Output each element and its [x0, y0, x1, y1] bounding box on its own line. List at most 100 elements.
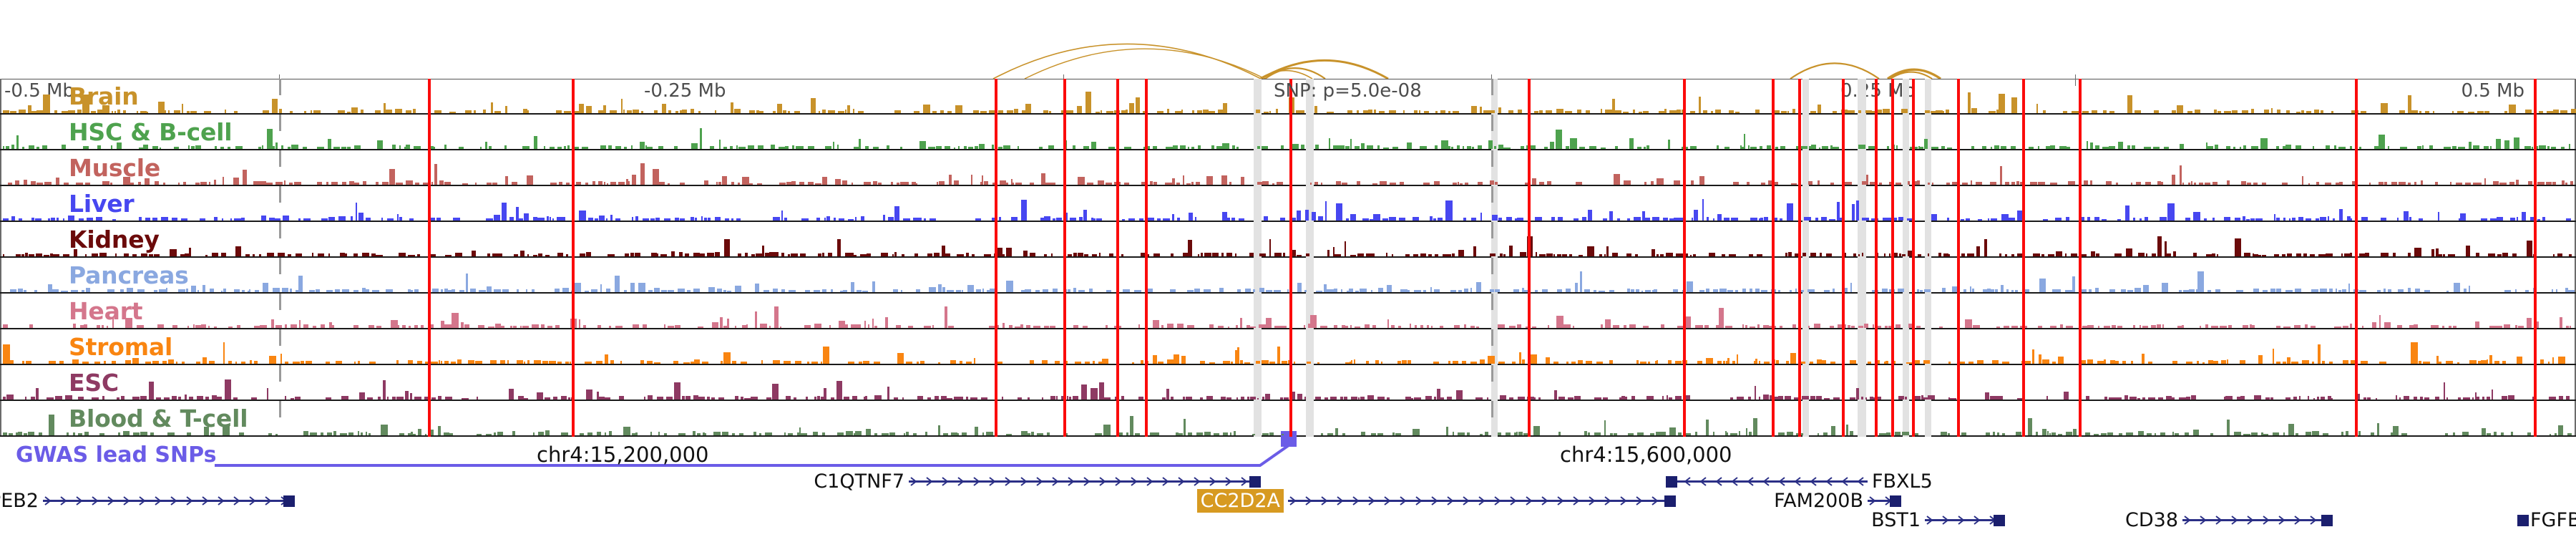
gwas-snp-marker[interactable] — [1957, 294, 1960, 329]
gwas-snp-marker[interactable] — [1912, 186, 1915, 222]
gwas-snp-marker[interactable] — [1116, 294, 1119, 329]
gwas-snp-marker[interactable] — [1798, 150, 1801, 186]
gwas-snp-marker[interactable] — [1116, 222, 1119, 258]
gwas-snp-marker[interactable] — [1798, 222, 1801, 258]
gwas-snp-marker[interactable] — [1145, 150, 1148, 186]
gwas-snp-marker[interactable] — [428, 79, 431, 115]
gwas-snp-marker[interactable] — [1875, 365, 1878, 401]
gwas-snp-marker[interactable] — [1798, 365, 1801, 401]
gwas-snp-marker[interactable] — [1875, 401, 1878, 437]
gwas-snp-marker[interactable] — [1842, 294, 1845, 329]
gwas-snp-marker[interactable] — [1912, 329, 1915, 365]
gwas-snp-marker[interactable] — [1116, 365, 1119, 401]
gwas-snp-marker[interactable] — [1772, 79, 1775, 115]
gwas-snp-marker[interactable] — [1063, 329, 1066, 365]
signal-track-hsc-b-cell[interactable]: HSC & B-cell — [0, 115, 2576, 150]
gene-label[interactable]: BST1 — [1871, 509, 1921, 531]
gwas-snp-marker[interactable] — [995, 401, 997, 437]
gwas-snp-marker[interactable] — [2022, 294, 2025, 329]
gwas-snp-marker[interactable] — [2355, 401, 2358, 437]
gwas-snp-marker[interactable] — [428, 329, 431, 365]
gwas-snp-marker[interactable] — [1145, 222, 1148, 258]
gwas-snp-marker[interactable] — [1891, 401, 1894, 437]
gwas-snp-marker[interactable] — [995, 365, 997, 401]
gwas-snp-marker[interactable] — [1289, 222, 1292, 258]
gwas-snp-marker[interactable] — [2534, 222, 2537, 258]
gwas-snp-marker[interactable] — [572, 79, 575, 115]
gwas-snp-marker[interactable] — [1912, 294, 1915, 329]
gwas-snp-marker[interactable] — [1145, 365, 1148, 401]
gwas-snp-marker[interactable] — [995, 222, 997, 258]
gwas-snp-marker[interactable] — [995, 115, 997, 150]
gwas-snp-marker[interactable] — [1772, 258, 1775, 294]
gwas-snp-marker[interactable] — [1772, 294, 1775, 329]
gene-label[interactable]: FGFBP — [2530, 509, 2576, 531]
gwas-snp-marker[interactable] — [1528, 150, 1531, 186]
gwas-snp-marker[interactable] — [1842, 329, 1845, 365]
gwas-snp-marker[interactable] — [1912, 222, 1915, 258]
gwas-snp-marker[interactable] — [1683, 365, 1686, 401]
gwas-snp-marker[interactable] — [1842, 186, 1845, 222]
gwas-snp-marker[interactable] — [1528, 365, 1531, 401]
gwas-snp-marker[interactable] — [2022, 401, 2025, 437]
gwas-snp-marker[interactable] — [1289, 79, 1292, 115]
gwas-snp-marker[interactable] — [2534, 115, 2537, 150]
gwas-snp-marker[interactable] — [1772, 401, 1775, 437]
signal-track-stromal[interactable]: Stromal — [0, 329, 2576, 365]
gwas-snp-marker[interactable] — [1683, 150, 1686, 186]
gwas-snp-marker[interactable] — [1683, 294, 1686, 329]
gwas-snp-marker[interactable] — [1683, 186, 1686, 222]
gwas-snp-marker[interactable] — [428, 401, 431, 437]
gwas-snp-marker[interactable] — [2079, 222, 2082, 258]
gwas-snp-marker[interactable] — [1289, 258, 1292, 294]
signal-track-muscle[interactable]: Muscle — [0, 150, 2576, 186]
gwas-snp-marker[interactable] — [2534, 365, 2537, 401]
gwas-snp-marker[interactable] — [1528, 186, 1531, 222]
gwas-snp-marker[interactable] — [995, 258, 997, 294]
gwas-snp-marker[interactable] — [1116, 79, 1119, 115]
gwas-snp-marker[interactable] — [1116, 150, 1119, 186]
gwas-snp-marker[interactable] — [2355, 222, 2358, 258]
gene-label[interactable]: C1QTNF7 — [814, 470, 904, 493]
gwas-snp-marker[interactable] — [1891, 115, 1894, 150]
gwas-snp-marker[interactable] — [2079, 115, 2082, 150]
gwas-snp-marker[interactable] — [1683, 401, 1686, 437]
gwas-snp-marker[interactable] — [1116, 401, 1119, 437]
gwas-snp-marker[interactable] — [1289, 365, 1292, 401]
gwas-snp-marker[interactable] — [1798, 115, 1801, 150]
gwas-snp-marker[interactable] — [572, 401, 575, 437]
gwas-snp-marker[interactable] — [995, 329, 997, 365]
gwas-snp-marker[interactable] — [1875, 150, 1878, 186]
gwas-snp-marker[interactable] — [2355, 258, 2358, 294]
gwas-snp-marker[interactable] — [1891, 222, 1894, 258]
gene-cpeb2[interactable]: CPEB2 — [0, 490, 295, 512]
gwas-snp-marker[interactable] — [2079, 150, 2082, 186]
gene-cc2d2a[interactable]: CC2D2A — [1196, 489, 1676, 513]
gwas-snp-marker[interactable] — [1875, 115, 1878, 150]
gwas-snp-marker[interactable] — [1528, 222, 1531, 258]
gwas-snp-marker[interactable] — [1891, 258, 1894, 294]
gwas-snp-marker[interactable] — [1289, 329, 1292, 365]
signal-track-liver[interactable]: Liver — [0, 186, 2576, 222]
gwas-snp-marker[interactable] — [2022, 222, 2025, 258]
gwas-snp-marker[interactable] — [995, 79, 997, 115]
gwas-snp-marker[interactable] — [428, 365, 431, 401]
gwas-snp-marker[interactable] — [1772, 365, 1775, 401]
gwas-snp-marker[interactable] — [1528, 258, 1531, 294]
gwas-snp-marker[interactable] — [1116, 258, 1119, 294]
gwas-snp-marker[interactable] — [1063, 186, 1066, 222]
gwas-snp-marker[interactable] — [1912, 258, 1915, 294]
gwas-snp-marker[interactable] — [1798, 294, 1801, 329]
gwas-snp-marker[interactable] — [1772, 186, 1775, 222]
gene-label[interactable]: FAM200B — [1774, 490, 1863, 512]
gwas-snp-marker[interactable] — [1891, 294, 1894, 329]
gwas-snp-marker[interactable] — [1842, 79, 1845, 115]
gwas-snp-marker[interactable] — [2022, 186, 2025, 222]
gwas-snp-marker[interactable] — [1798, 186, 1801, 222]
gwas-snp-marker[interactable] — [1063, 115, 1066, 150]
gwas-snp-marker[interactable] — [1891, 150, 1894, 186]
gwas-snp-marker[interactable] — [1116, 329, 1119, 365]
gene-label[interactable]: FBXL5 — [1872, 470, 1933, 493]
gwas-snp-marker[interactable] — [1798, 401, 1801, 437]
gwas-snp-marker[interactable] — [1063, 294, 1066, 329]
